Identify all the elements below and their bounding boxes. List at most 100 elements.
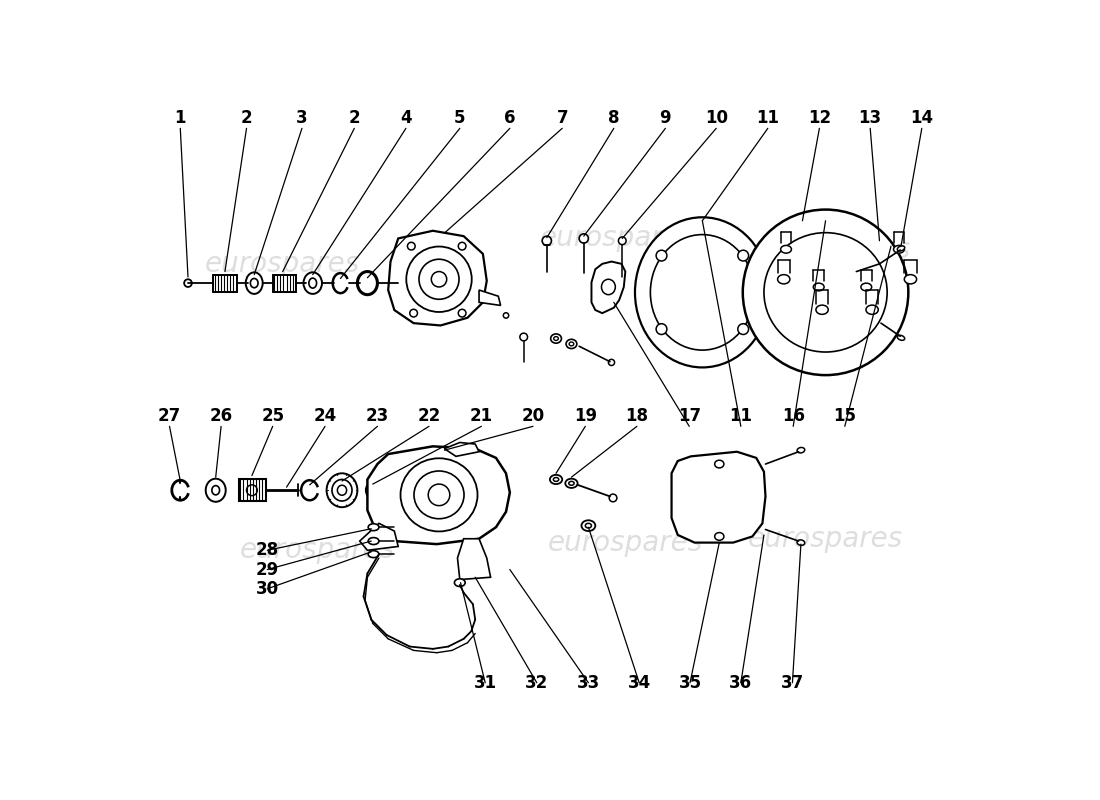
Text: 19: 19 — [574, 406, 597, 425]
Text: eurospares: eurospares — [748, 525, 903, 553]
Ellipse shape — [407, 242, 415, 250]
Ellipse shape — [738, 250, 749, 261]
Ellipse shape — [579, 234, 588, 243]
Text: eurospares: eurospares — [756, 236, 911, 264]
Ellipse shape — [602, 279, 615, 294]
Ellipse shape — [459, 310, 466, 317]
Text: 3: 3 — [296, 109, 308, 126]
Ellipse shape — [304, 272, 322, 294]
Text: 8: 8 — [608, 109, 619, 126]
Ellipse shape — [550, 475, 562, 484]
Ellipse shape — [816, 305, 828, 314]
Ellipse shape — [431, 271, 447, 287]
Ellipse shape — [898, 335, 904, 340]
Polygon shape — [458, 538, 491, 579]
Text: 25: 25 — [261, 406, 284, 425]
Text: 2: 2 — [349, 109, 360, 126]
Ellipse shape — [414, 471, 464, 518]
Ellipse shape — [419, 259, 459, 299]
Text: 23: 23 — [366, 406, 389, 425]
Ellipse shape — [609, 494, 617, 502]
Polygon shape — [480, 290, 501, 306]
Ellipse shape — [542, 236, 551, 246]
Text: 20: 20 — [521, 406, 544, 425]
Ellipse shape — [904, 274, 916, 284]
Polygon shape — [592, 262, 625, 313]
Text: 27: 27 — [158, 406, 182, 425]
Ellipse shape — [635, 218, 770, 367]
Ellipse shape — [656, 324, 667, 334]
Text: 33: 33 — [576, 674, 600, 692]
Ellipse shape — [861, 283, 871, 291]
Ellipse shape — [715, 533, 724, 540]
Text: 15: 15 — [834, 406, 856, 425]
Polygon shape — [360, 523, 398, 550]
Text: 34: 34 — [628, 674, 651, 692]
Ellipse shape — [650, 234, 755, 350]
Ellipse shape — [358, 271, 377, 294]
Ellipse shape — [409, 310, 418, 317]
Ellipse shape — [551, 334, 561, 343]
Ellipse shape — [368, 538, 378, 545]
Ellipse shape — [327, 474, 358, 507]
Ellipse shape — [715, 460, 724, 468]
Text: 17: 17 — [678, 406, 701, 425]
Ellipse shape — [569, 482, 574, 486]
Ellipse shape — [813, 283, 824, 291]
Ellipse shape — [608, 359, 615, 366]
Text: 11: 11 — [757, 109, 779, 126]
Text: 24: 24 — [314, 406, 337, 425]
Ellipse shape — [553, 478, 559, 482]
Ellipse shape — [400, 458, 477, 531]
Ellipse shape — [184, 279, 191, 287]
Ellipse shape — [338, 486, 346, 495]
Text: 14: 14 — [910, 109, 934, 126]
Text: 29: 29 — [255, 561, 279, 578]
Text: 28: 28 — [255, 542, 279, 559]
Ellipse shape — [738, 324, 749, 334]
Text: 9: 9 — [660, 109, 671, 126]
Text: eurospares: eurospares — [540, 225, 695, 253]
Text: 13: 13 — [859, 109, 882, 126]
Text: 10: 10 — [705, 109, 728, 126]
Ellipse shape — [366, 482, 379, 498]
Ellipse shape — [504, 313, 508, 318]
Ellipse shape — [778, 274, 790, 284]
Text: 32: 32 — [525, 674, 549, 692]
Polygon shape — [444, 442, 480, 456]
Text: 30: 30 — [255, 580, 279, 598]
Text: 35: 35 — [679, 674, 702, 692]
Text: 16: 16 — [782, 406, 805, 425]
Ellipse shape — [763, 233, 888, 352]
Ellipse shape — [370, 486, 376, 494]
Ellipse shape — [582, 520, 595, 531]
Ellipse shape — [781, 246, 791, 253]
Ellipse shape — [569, 342, 574, 346]
Ellipse shape — [206, 478, 225, 502]
Text: eurospares: eurospares — [548, 529, 703, 557]
Ellipse shape — [898, 246, 904, 251]
Text: 18: 18 — [626, 406, 648, 425]
Ellipse shape — [866, 305, 878, 314]
Polygon shape — [671, 452, 766, 542]
Text: 1: 1 — [175, 109, 186, 126]
Text: 11: 11 — [729, 406, 752, 425]
Polygon shape — [388, 230, 486, 326]
Text: 6: 6 — [504, 109, 516, 126]
Text: 2: 2 — [241, 109, 252, 126]
Ellipse shape — [459, 242, 466, 250]
Bar — [273, 274, 296, 291]
Text: 7: 7 — [557, 109, 568, 126]
Ellipse shape — [368, 550, 378, 558]
Ellipse shape — [742, 210, 909, 375]
Bar — [213, 274, 236, 291]
Ellipse shape — [309, 278, 317, 288]
Ellipse shape — [618, 237, 626, 245]
Ellipse shape — [798, 447, 805, 453]
Ellipse shape — [246, 485, 257, 496]
Text: 5: 5 — [454, 109, 465, 126]
Text: eurospares: eurospares — [240, 536, 395, 564]
Ellipse shape — [332, 479, 352, 501]
Text: eurospares: eurospares — [205, 250, 361, 278]
Text: 21: 21 — [470, 406, 493, 425]
